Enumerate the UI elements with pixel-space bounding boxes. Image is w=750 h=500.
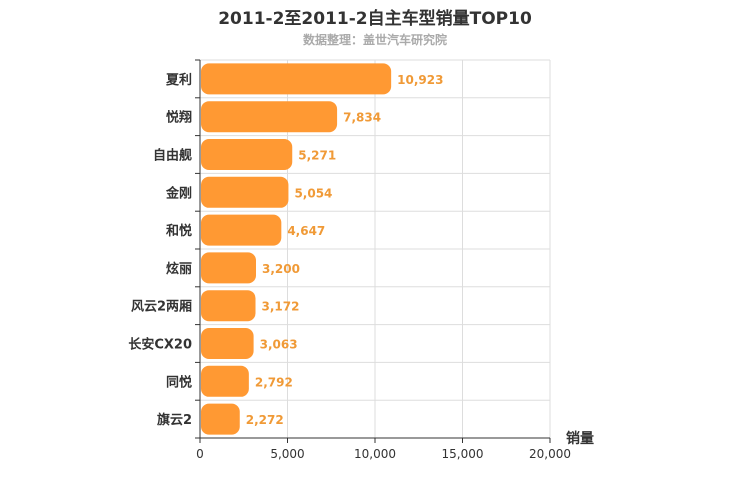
data-label: 2,272 [246,413,284,427]
bar [201,365,249,397]
chart-title: 2011-2至2011-2自主车型销量TOP10 [218,9,532,29]
x-tick-label: 20,000 [529,447,571,461]
bar [201,328,254,359]
bar [201,139,293,170]
bar [201,101,338,133]
data-label: 5,054 [294,186,332,200]
data-label: 7,834 [343,111,381,125]
chart-subtitle: 数据整理：盖世汽车研究院 [302,33,447,47]
bar [201,252,256,284]
bar [201,290,256,322]
category-label: 旗云2 [157,412,192,428]
category-label: 同悦 [166,374,192,390]
grid-lines [199,59,551,439]
data-label: 4,647 [287,224,325,238]
data-label: 3,063 [260,338,298,352]
labels: 夏利 10,923 悦翔 7,834 自由舰 5,271 金刚 5,054 和悦 4,647 炫丽 3… [128,72,443,428]
bars [201,63,392,435]
bar [201,63,392,95]
data-label: 5,271 [298,149,336,163]
category-label: 风云2两厢 [131,300,192,315]
x-axis-title: 销量 [566,430,594,447]
data-label: 2,792 [255,375,293,389]
bar [201,403,240,435]
category-label: 金刚 [165,185,192,201]
x-tick-label: 15,000 [442,447,484,461]
data-label: 3,200 [262,262,300,276]
x-tick-label: 5,000 [270,447,304,461]
x-tick-label: 0 [196,447,204,461]
category-label: 炫丽 [166,261,192,277]
category-label: 悦翔 [166,110,192,126]
x-tick-label: 10,000 [354,447,396,461]
data-label: 3,172 [262,300,300,314]
data-label: 10,923 [397,73,443,87]
category-label: 和悦 [166,223,192,239]
bar [201,214,282,246]
category-label: 夏利 [165,72,192,88]
category-label: 长安CX20 [128,337,192,353]
category-label: 自由舰 [153,148,192,164]
bar [201,176,289,208]
